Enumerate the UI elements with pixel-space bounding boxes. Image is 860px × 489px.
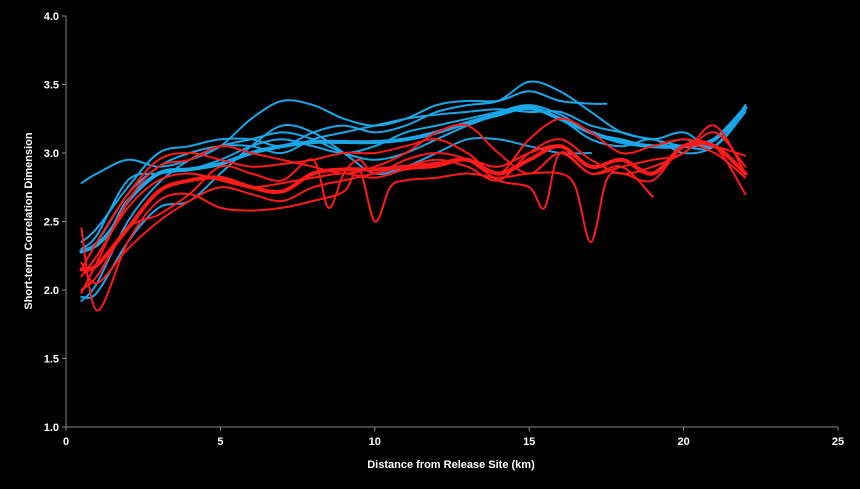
x-tick-label: 10 [369, 436, 381, 448]
x-axis-title: Distance from Release Site (km) [367, 459, 535, 471]
y-tick-label: 2.0 [44, 285, 59, 297]
series-line-red-9 [80, 151, 654, 291]
x-tick-label: 5 [217, 436, 223, 448]
y-tick-label: 4.0 [44, 11, 59, 23]
y-tick-label: 3.5 [44, 80, 59, 92]
y-tick-label: 1.0 [44, 422, 59, 434]
series-line-red-12 [80, 131, 747, 285]
y-tick-label: 1.5 [44, 354, 59, 366]
ticks-layer: 0 5 10 15 20 25 1.0 1.5 2.0 2.5 3.0 3.5 4.0 [44, 11, 844, 448]
x-tick-label: 15 [523, 436, 535, 448]
series-line-red-11 [80, 123, 747, 294]
series-layer [79, 80, 748, 312]
series-line-blue-0 [79, 105, 748, 254]
series-line-blue-6 [80, 104, 747, 250]
series-line-red-13 [80, 144, 747, 278]
y-tick-label: 3.0 [44, 148, 59, 160]
series-line-blue-3 [80, 104, 747, 250]
x-tick-label: 25 [832, 436, 844, 448]
y-axis-title: Short-term Correlation Dimension [23, 132, 35, 310]
x-tick-label: 20 [677, 436, 689, 448]
series-line-blue-5 [80, 124, 592, 299]
series-line-red-10 [80, 117, 747, 271]
y-tick-label: 2.5 [44, 217, 59, 229]
x-tick-label: 0 [63, 436, 69, 448]
